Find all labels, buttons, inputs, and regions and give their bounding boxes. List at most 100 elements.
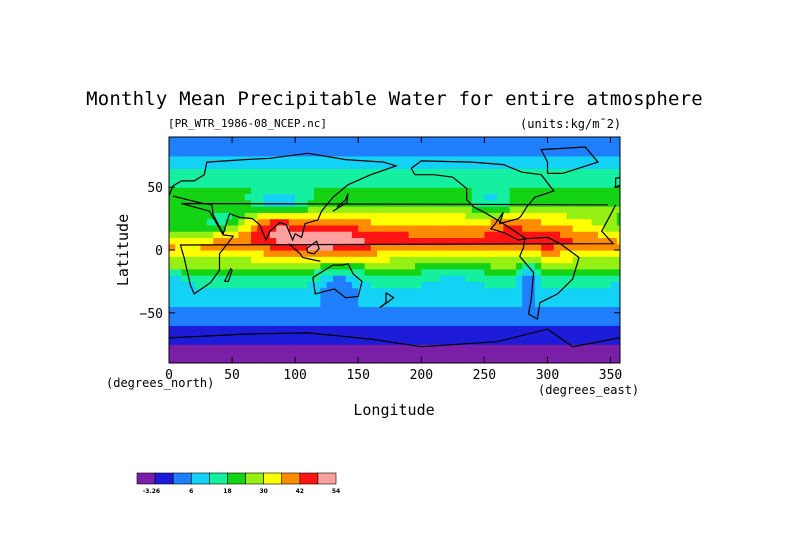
field-cell bbox=[572, 174, 580, 182]
field-cell bbox=[446, 312, 454, 320]
field-cell bbox=[604, 293, 612, 301]
field-cell bbox=[263, 300, 271, 308]
field-cell bbox=[269, 168, 277, 176]
field-cell bbox=[421, 300, 429, 308]
field-cell bbox=[396, 218, 403, 226]
field-cell bbox=[370, 300, 378, 308]
field-cell bbox=[314, 206, 321, 213]
field-cell bbox=[351, 312, 359, 320]
field-cell bbox=[244, 300, 252, 308]
field-cell bbox=[175, 350, 183, 358]
field-cell bbox=[579, 275, 586, 282]
field-cell bbox=[465, 306, 473, 314]
field-cell bbox=[484, 331, 492, 339]
field-cell bbox=[427, 212, 435, 220]
field-cell bbox=[459, 275, 467, 282]
field-cell bbox=[326, 187, 334, 195]
field-cell bbox=[560, 356, 567, 363]
field-cell bbox=[408, 199, 416, 207]
field-cell bbox=[604, 325, 612, 333]
field-cell bbox=[616, 180, 620, 188]
field-cell bbox=[301, 224, 309, 232]
field-cell bbox=[314, 168, 321, 176]
field-cell bbox=[364, 243, 372, 251]
field-cell bbox=[522, 162, 530, 169]
field-cell bbox=[566, 331, 574, 339]
field-cell bbox=[314, 193, 321, 201]
field-cell bbox=[465, 300, 473, 308]
field-cell bbox=[282, 137, 290, 144]
field-cell bbox=[225, 187, 233, 195]
field-cell bbox=[471, 155, 479, 163]
field-cell bbox=[358, 187, 366, 195]
field-cell bbox=[364, 293, 372, 301]
field-cell bbox=[421, 268, 429, 276]
field-cell bbox=[616, 319, 620, 326]
field-cell bbox=[503, 224, 511, 232]
field-cell bbox=[528, 174, 536, 182]
field-cell bbox=[534, 218, 542, 226]
field-cell bbox=[484, 306, 492, 314]
field-cell bbox=[219, 356, 227, 363]
field-cell bbox=[213, 162, 221, 169]
field-cell bbox=[553, 325, 561, 333]
field-cell bbox=[219, 306, 227, 314]
field-cell bbox=[295, 300, 303, 308]
field-cell bbox=[478, 199, 485, 207]
field-cell bbox=[364, 237, 372, 245]
field-cell bbox=[616, 275, 620, 282]
field-cell bbox=[471, 281, 479, 289]
field-cell bbox=[503, 344, 511, 352]
field-cell bbox=[616, 312, 620, 320]
field-cell bbox=[522, 149, 530, 157]
field-cell bbox=[181, 218, 189, 226]
field-cell bbox=[326, 262, 334, 270]
field-cell bbox=[200, 300, 208, 308]
field-cell bbox=[528, 187, 536, 195]
field-cell bbox=[232, 168, 239, 176]
field-cell bbox=[351, 306, 359, 314]
field-cell bbox=[415, 149, 422, 157]
field-cell bbox=[585, 149, 593, 157]
field-cell bbox=[484, 319, 492, 326]
field-cell bbox=[528, 268, 536, 276]
field-cell bbox=[515, 224, 523, 232]
field-cell bbox=[326, 275, 334, 282]
field-cell bbox=[566, 212, 574, 220]
field-cell bbox=[503, 174, 511, 182]
field-cell bbox=[314, 344, 321, 352]
field-cell bbox=[396, 325, 403, 333]
field-cell bbox=[206, 337, 214, 345]
field-cell bbox=[282, 237, 290, 245]
field-cell bbox=[585, 199, 593, 207]
field-cell bbox=[225, 218, 233, 226]
field-cell bbox=[534, 350, 542, 358]
field-cell bbox=[389, 206, 397, 213]
field-cell bbox=[389, 312, 397, 320]
field-cell bbox=[433, 250, 441, 257]
coastline bbox=[410, 160, 555, 241]
field-cell bbox=[566, 162, 574, 169]
field-cell bbox=[295, 193, 303, 201]
field-cell bbox=[251, 250, 258, 257]
field-cell bbox=[389, 168, 397, 176]
field-cell bbox=[585, 312, 593, 320]
field-cell bbox=[389, 218, 397, 226]
field-cell bbox=[364, 306, 372, 314]
field-cell bbox=[402, 180, 410, 188]
field-cell bbox=[238, 212, 246, 220]
field-cell bbox=[307, 137, 315, 144]
field-cell bbox=[433, 300, 441, 308]
field-cell bbox=[301, 212, 309, 220]
field-cell bbox=[497, 168, 504, 176]
field-cell bbox=[534, 262, 542, 270]
field-cell bbox=[490, 237, 498, 245]
field-cell bbox=[547, 268, 555, 276]
field-cell bbox=[276, 212, 284, 220]
field-cell bbox=[591, 306, 599, 314]
field-cell bbox=[339, 275, 347, 282]
field-cell bbox=[528, 162, 536, 169]
field-cell bbox=[194, 231, 202, 239]
field-cell bbox=[389, 287, 397, 295]
field-cell bbox=[232, 155, 239, 163]
